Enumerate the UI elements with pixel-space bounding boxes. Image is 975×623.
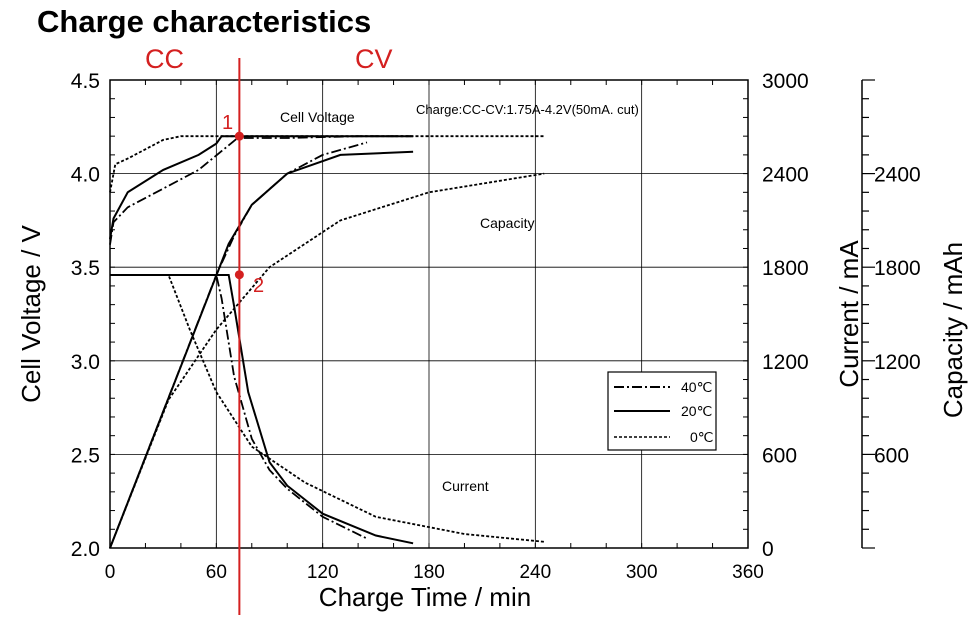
legend-20c-label: 20℃ <box>681 403 712 419</box>
annotation-cell-voltage: Cell Voltage <box>280 109 355 125</box>
capacity-curve-20c <box>109 150 414 549</box>
x-tick-label: 180 <box>413 562 445 583</box>
cv-phase-label: CV <box>355 44 393 74</box>
x-tick-label: 240 <box>519 562 551 583</box>
annotation-current: Current <box>442 478 489 494</box>
legend-40c-label: 40℃ <box>681 379 712 395</box>
current-curve-0c <box>110 274 545 543</box>
y2-tick-label: 1200 <box>762 351 809 374</box>
voltage-curve-20c <box>109 135 414 240</box>
capacity-curve-0c <box>109 172 545 549</box>
marker-2-point <box>234 270 244 280</box>
marker-1-point <box>234 131 244 141</box>
marker-2-label: 2 <box>253 275 264 297</box>
y2-tick-label: 0 <box>762 538 774 561</box>
current-curve-40c <box>110 274 368 540</box>
current-curve-20c <box>110 274 414 545</box>
chart-title: Charge characteristics <box>37 4 371 39</box>
y-tick-label: 4.5 <box>71 70 100 93</box>
annotation-charge-condition: Charge:CC-CV:1.75A-4.2V(50mA. cut) <box>416 102 639 117</box>
x-tick-label: 60 <box>206 562 227 583</box>
y2-tick-label: 2400 <box>762 164 809 187</box>
y3-tick-label: 600 <box>874 444 909 467</box>
y2-tick-label: 1800 <box>762 257 809 280</box>
y3-tick-label: 1800 <box>874 257 921 280</box>
y-tick-label: 3.5 <box>71 257 100 280</box>
x-tick-label: 360 <box>732 562 764 583</box>
x-tick-label: 120 <box>307 562 339 583</box>
grid <box>110 80 748 548</box>
y3-tick-label: 1200 <box>874 351 921 374</box>
y-axis-label: Cell Voltage / V <box>16 224 46 402</box>
x-tick-label: 300 <box>626 562 658 583</box>
legend-0c-label: 0℃ <box>690 429 714 445</box>
annotation-capacity: Capacity <box>480 215 534 231</box>
cc-phase-label: CC <box>145 44 184 74</box>
y-tick-label: 4.0 <box>71 164 100 187</box>
y-tick-label: 2.5 <box>71 444 100 467</box>
x-axis-label: Charge Time / min <box>319 582 531 612</box>
capacity-axis-label: Capacity / mAh <box>938 242 968 418</box>
y-tick-label: 2.0 <box>71 538 100 561</box>
axis-ticks: 0 60 120 180 240 300 360 2.0 2.5 3.0 3.5 4.0 4.5 0 600… <box>71 70 921 583</box>
marker-1-label: 1 <box>222 112 233 134</box>
current-axis-label: Current / mA <box>834 240 864 388</box>
legend: 40℃ 20℃ 0℃ <box>607 371 717 451</box>
y-tick-label: 3.0 <box>71 351 100 374</box>
y3-tick-label: 2400 <box>874 164 921 187</box>
y2-tick-label: 3000 <box>762 70 809 93</box>
voltage-curve-40c <box>109 135 412 245</box>
x-tick-label: 0 <box>105 562 116 583</box>
y2-tick-label: 600 <box>762 444 797 467</box>
